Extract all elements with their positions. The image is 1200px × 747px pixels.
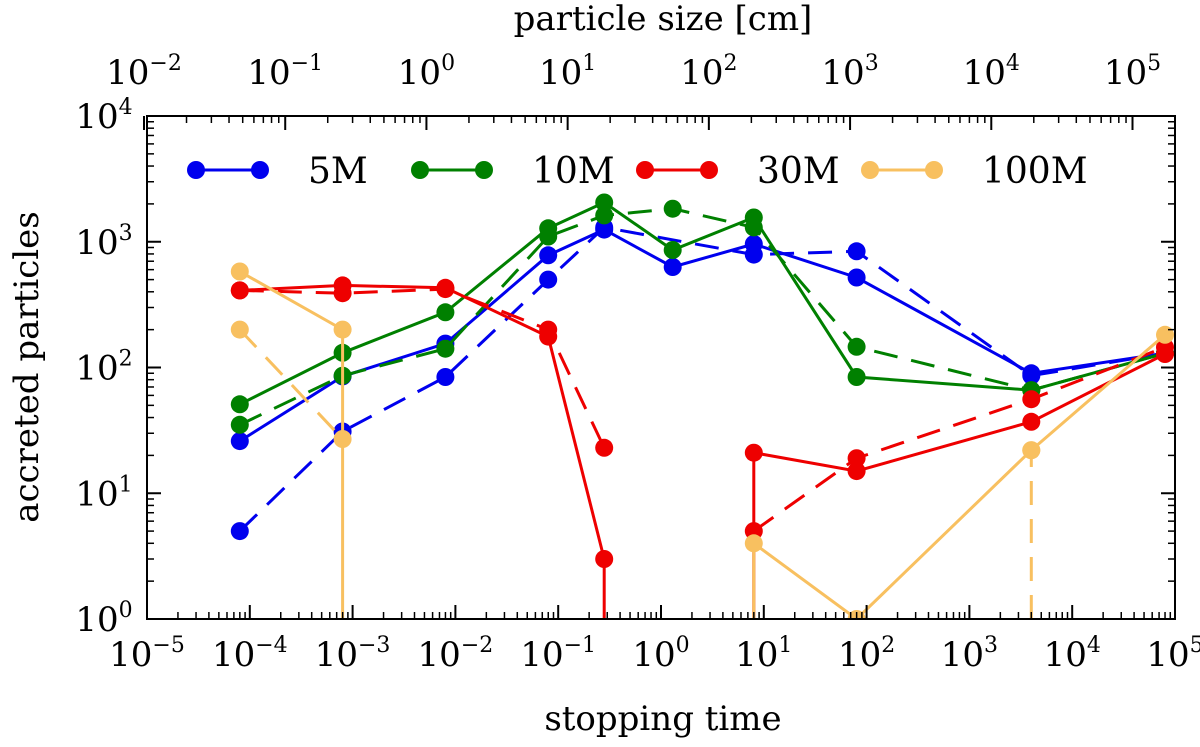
data-point bbox=[333, 284, 352, 303]
legend-label: 5M bbox=[308, 151, 368, 192]
data-point bbox=[230, 281, 249, 300]
data-point bbox=[1022, 412, 1041, 431]
data-point bbox=[1156, 338, 1174, 357]
x-tick-label: 10−4 bbox=[212, 633, 288, 675]
data-point bbox=[847, 337, 866, 356]
data-point bbox=[539, 246, 558, 265]
y-axis-title: accreted particles bbox=[7, 211, 47, 522]
series-line-5-1 bbox=[752, 345, 1166, 533]
y-tick-label: 104 bbox=[75, 95, 132, 137]
data-point bbox=[847, 268, 866, 287]
series-line-6-1 bbox=[752, 333, 1166, 619]
top-tick-label: 103 bbox=[821, 51, 878, 93]
x-tick-label: 105 bbox=[1146, 633, 1200, 675]
data-point bbox=[847, 368, 866, 386]
data-point bbox=[230, 432, 249, 451]
x-tick-label: 101 bbox=[735, 633, 792, 675]
legend-marker bbox=[700, 161, 718, 179]
data-point bbox=[847, 449, 866, 468]
x-tick-label: 102 bbox=[838, 633, 895, 675]
top-tick-label: 10−1 bbox=[247, 51, 323, 93]
series-line-2-0 bbox=[239, 200, 1166, 406]
legend-marker bbox=[925, 161, 943, 179]
data-point bbox=[436, 339, 455, 358]
data-point bbox=[744, 245, 763, 264]
x-tick-label: 103 bbox=[941, 633, 998, 675]
top-tick-label: 100 bbox=[398, 51, 455, 93]
data-point bbox=[663, 241, 682, 259]
data-point bbox=[539, 320, 558, 339]
data-point bbox=[436, 303, 455, 322]
y-tick-label: 103 bbox=[75, 221, 132, 263]
data-point bbox=[1022, 366, 1041, 385]
data-point bbox=[663, 199, 682, 218]
data-point bbox=[847, 462, 866, 481]
legend-label: 100M bbox=[982, 151, 1088, 192]
data-point bbox=[744, 534, 763, 553]
data-point bbox=[1022, 441, 1041, 460]
x-tick-label: 104 bbox=[1044, 633, 1101, 675]
data-point bbox=[539, 270, 558, 289]
y-tick-label: 102 bbox=[75, 347, 132, 389]
x-tick-label: 10−2 bbox=[418, 633, 494, 675]
series-line-3-0 bbox=[239, 207, 1166, 427]
legend-marker bbox=[187, 161, 205, 179]
data-point bbox=[595, 438, 614, 457]
data-point bbox=[436, 280, 455, 299]
series-group bbox=[230, 193, 1174, 619]
y-tick-label: 101 bbox=[75, 472, 132, 514]
top-tick-label: 104 bbox=[963, 51, 1020, 93]
data-point bbox=[595, 550, 614, 568]
legend-marker bbox=[636, 161, 654, 179]
top-tick-label: 101 bbox=[539, 51, 596, 93]
data-point bbox=[595, 193, 614, 212]
legend-marker bbox=[475, 161, 493, 179]
series-line-7-0 bbox=[238, 328, 344, 441]
legend-label: 10M bbox=[532, 151, 615, 192]
data-point bbox=[333, 430, 352, 448]
legend-marker bbox=[251, 161, 269, 179]
top-tick-label: 105 bbox=[1104, 51, 1161, 93]
data-point bbox=[539, 227, 558, 246]
series-line-4-0 bbox=[239, 283, 606, 619]
legend: 5M 10M 30M 100M bbox=[187, 151, 1088, 192]
x-tick-label: 10−1 bbox=[520, 633, 596, 675]
top-tick-label: 10−2 bbox=[106, 51, 182, 93]
data-point bbox=[230, 395, 249, 414]
legend-marker bbox=[411, 161, 429, 179]
data-point bbox=[1022, 390, 1041, 409]
x-axis-title: stopping time bbox=[544, 699, 781, 739]
y-tick-label: 100 bbox=[75, 598, 132, 640]
x-tick-label: 10−5 bbox=[109, 633, 185, 675]
data-point bbox=[230, 415, 249, 434]
data-point bbox=[744, 218, 763, 237]
data-point bbox=[663, 258, 682, 276]
data-point bbox=[1156, 325, 1174, 344]
data-point bbox=[847, 242, 866, 261]
x-tick-label: 100 bbox=[632, 633, 689, 675]
top-axis-title: particle size [cm] bbox=[514, 0, 813, 39]
data-point bbox=[595, 206, 614, 225]
series-line-5-0 bbox=[239, 287, 606, 449]
data-point bbox=[333, 320, 352, 339]
data-point bbox=[230, 522, 249, 541]
legend-marker bbox=[861, 161, 879, 179]
data-point bbox=[230, 262, 249, 281]
plot-content: 10−5 10−4 10−3 10−2 10−1 100 101 102 103 104 105 10… bbox=[75, 51, 1200, 675]
x-tick-label: 10−3 bbox=[315, 633, 391, 675]
data-point bbox=[436, 368, 455, 386]
series-line-0-0 bbox=[239, 227, 1166, 443]
top-tick-label: 102 bbox=[680, 51, 737, 93]
legend-label: 30M bbox=[757, 151, 840, 192]
data-point bbox=[744, 443, 763, 462]
data-point bbox=[230, 320, 249, 339]
